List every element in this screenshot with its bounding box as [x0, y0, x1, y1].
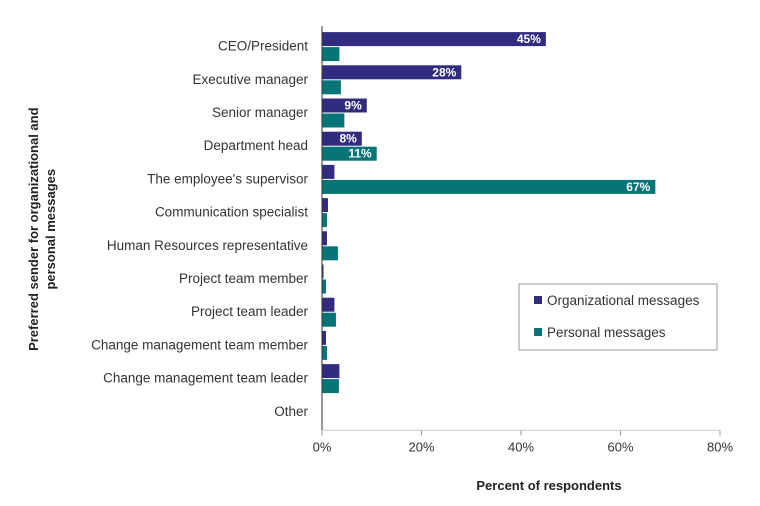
bar-personal: [322, 345, 327, 360]
legend-swatch-personal: [534, 328, 542, 336]
x-axis-ticks: 0% 20% 40% 60% 80%: [313, 430, 733, 454]
x-tick-label: 60%: [607, 439, 633, 454]
bar-personal: [322, 213, 327, 228]
category-label: Project team leader: [191, 304, 309, 319]
bar-personal: [322, 312, 336, 327]
y-axis-title: Preferred sender for organizational and p…: [26, 107, 58, 351]
category-label: CEO/President: [218, 39, 308, 54]
legend-label-organizational: Organizational messages: [547, 293, 700, 308]
data-label: 9%: [344, 99, 362, 113]
bar-organizational: [322, 98, 367, 113]
category-label: Executive manager: [192, 72, 308, 87]
bar-organizational: [322, 364, 340, 379]
bar-organizational: [322, 198, 328, 213]
data-label: 28%: [432, 65, 456, 79]
category-labels: CEO/President Executive manager Senior man…: [91, 39, 308, 419]
category-label: Human Resources representative: [107, 238, 308, 253]
bar-personal: [322, 47, 340, 62]
bar-personal: [322, 246, 338, 261]
legend-swatch-organizational: [534, 296, 542, 304]
x-tick-label: 20%: [408, 439, 434, 454]
x-axis-title: Percent of respondents: [476, 478, 621, 493]
category-label: The employee's supervisor: [147, 171, 308, 186]
category-label: Communication specialist: [155, 205, 308, 220]
bar-personal: [322, 279, 326, 294]
x-tick-label: 40%: [508, 439, 534, 454]
bar-organizational: [322, 32, 546, 47]
bar-organizational: [322, 65, 462, 80]
bar-personal: [322, 113, 345, 128]
bar-organizational: [322, 231, 327, 246]
data-label: 8%: [339, 132, 357, 146]
x-tick-label: 0%: [313, 439, 332, 454]
category-label: Change management team leader: [103, 371, 308, 386]
bar-organizational: [322, 131, 362, 146]
category-label: Project team member: [179, 271, 309, 286]
bar-organizational: [322, 330, 326, 345]
bar-organizational: [322, 264, 324, 279]
category-label: Other: [274, 404, 308, 419]
legend: Organizational messages Personal message…: [518, 283, 718, 351]
bars: [322, 32, 656, 394]
data-label: 11%: [348, 147, 372, 161]
bar-personal: [322, 146, 377, 161]
bar-personal: [322, 179, 656, 194]
data-labels: 45% 28% 9% 8%11% 67%: [339, 32, 650, 194]
bar-organizational: [322, 164, 335, 179]
data-label: 45%: [517, 32, 541, 46]
category-label: Senior manager: [212, 105, 309, 120]
bar-personal: [322, 80, 341, 95]
category-label: Department head: [204, 138, 308, 153]
category-label: Change management team member: [91, 337, 308, 352]
bar-organizational: [322, 297, 335, 312]
x-tick-label: 80%: [707, 439, 733, 454]
legend-label-personal: Personal messages: [547, 325, 666, 340]
bar-personal: [322, 379, 339, 394]
data-label: 67%: [626, 180, 650, 194]
legend-box: [518, 283, 718, 351]
